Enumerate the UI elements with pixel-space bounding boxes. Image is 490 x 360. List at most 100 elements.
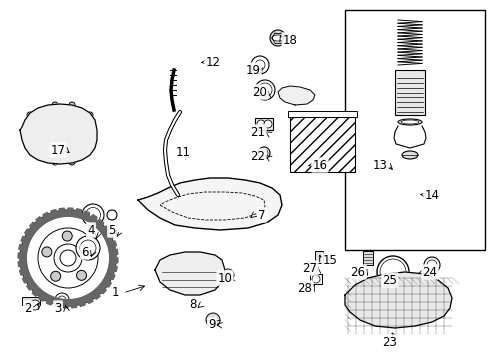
Text: 24: 24 — [422, 266, 438, 279]
Bar — [310, 274, 322, 284]
Polygon shape — [106, 241, 117, 251]
Bar — [315, 251, 323, 263]
Circle shape — [255, 80, 275, 100]
Polygon shape — [93, 220, 103, 231]
Circle shape — [257, 120, 265, 128]
Text: 23: 23 — [383, 336, 397, 348]
Text: 21: 21 — [250, 126, 266, 139]
Circle shape — [55, 293, 69, 307]
Polygon shape — [27, 279, 38, 290]
Circle shape — [270, 30, 286, 46]
Text: 6: 6 — [81, 246, 89, 258]
Polygon shape — [30, 222, 41, 234]
Text: 1: 1 — [111, 287, 119, 300]
Circle shape — [258, 83, 272, 97]
Polygon shape — [95, 283, 106, 294]
Polygon shape — [86, 215, 97, 226]
Circle shape — [76, 236, 100, 260]
Text: 2: 2 — [24, 302, 32, 315]
Polygon shape — [18, 251, 26, 261]
Circle shape — [87, 112, 93, 118]
Polygon shape — [100, 276, 111, 287]
Text: 16: 16 — [313, 158, 327, 171]
Circle shape — [46, 121, 70, 145]
Text: 13: 13 — [372, 158, 388, 171]
Text: 27: 27 — [302, 261, 318, 275]
Circle shape — [424, 257, 440, 273]
Polygon shape — [107, 262, 117, 273]
Circle shape — [20, 210, 116, 306]
Polygon shape — [25, 229, 36, 240]
Circle shape — [84, 246, 94, 256]
Text: 28: 28 — [297, 282, 313, 294]
Circle shape — [80, 240, 96, 256]
Text: 3: 3 — [54, 302, 62, 315]
Text: 15: 15 — [322, 253, 338, 266]
Text: 14: 14 — [424, 189, 440, 202]
Polygon shape — [65, 208, 75, 217]
Circle shape — [38, 228, 98, 288]
Bar — [345, 10, 485, 250]
Circle shape — [50, 271, 61, 281]
Polygon shape — [68, 299, 78, 308]
Circle shape — [69, 102, 75, 108]
Ellipse shape — [401, 120, 419, 124]
Polygon shape — [103, 233, 114, 244]
Text: 19: 19 — [245, 63, 261, 77]
Circle shape — [225, 272, 231, 278]
Text: 9: 9 — [208, 319, 216, 332]
Circle shape — [87, 145, 93, 151]
Ellipse shape — [82, 204, 104, 226]
Polygon shape — [53, 297, 64, 307]
Polygon shape — [20, 265, 30, 275]
Polygon shape — [32, 285, 44, 296]
Polygon shape — [345, 272, 452, 328]
Polygon shape — [43, 212, 53, 223]
Text: 22: 22 — [250, 149, 266, 162]
Circle shape — [27, 112, 33, 118]
Circle shape — [27, 145, 33, 151]
Text: 26: 26 — [350, 266, 366, 279]
Circle shape — [258, 147, 270, 159]
Circle shape — [260, 149, 268, 157]
Circle shape — [52, 102, 58, 108]
Polygon shape — [20, 104, 97, 164]
Circle shape — [62, 231, 72, 241]
Polygon shape — [82, 293, 93, 303]
Text: 4: 4 — [87, 224, 95, 237]
Polygon shape — [21, 237, 32, 247]
Bar — [22, 297, 40, 305]
Circle shape — [76, 270, 87, 280]
Ellipse shape — [398, 119, 422, 125]
Circle shape — [255, 60, 265, 70]
Circle shape — [264, 120, 272, 128]
Polygon shape — [58, 208, 68, 217]
Polygon shape — [98, 226, 109, 237]
Polygon shape — [61, 300, 71, 308]
Circle shape — [69, 159, 75, 165]
Circle shape — [60, 250, 76, 266]
Polygon shape — [50, 210, 61, 220]
Bar — [288, 111, 357, 117]
Polygon shape — [89, 288, 100, 299]
Circle shape — [222, 269, 234, 281]
Circle shape — [380, 259, 406, 285]
Text: 8: 8 — [189, 298, 196, 311]
Circle shape — [52, 159, 58, 165]
Text: 20: 20 — [252, 86, 268, 99]
Ellipse shape — [402, 151, 418, 159]
Bar — [395, 70, 425, 115]
Circle shape — [42, 247, 52, 257]
Polygon shape — [75, 296, 85, 306]
Circle shape — [26, 216, 110, 300]
Circle shape — [30, 300, 40, 310]
Text: 12: 12 — [205, 55, 221, 68]
Ellipse shape — [272, 35, 284, 41]
Polygon shape — [39, 290, 50, 301]
Text: 7: 7 — [258, 208, 266, 221]
Text: 10: 10 — [218, 271, 232, 284]
Polygon shape — [79, 211, 90, 222]
Bar — [363, 251, 373, 265]
Polygon shape — [36, 217, 47, 228]
Circle shape — [54, 244, 82, 272]
